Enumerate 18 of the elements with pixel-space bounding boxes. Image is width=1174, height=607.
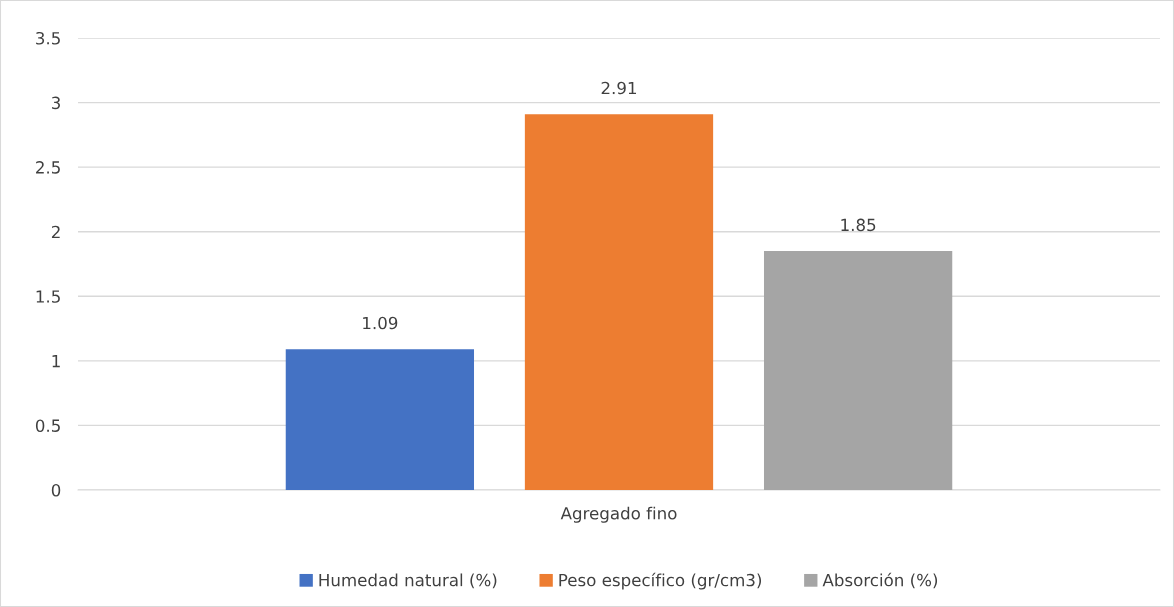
y-tick-label: 3 [52, 96, 60, 110]
y-tick-label: 1 [52, 355, 60, 368]
bar [763, 251, 953, 490]
y-tick-label: 0 [51, 483, 61, 497]
y-tick-label: 0.5 [35, 419, 60, 432]
data-label: 1.09 [363, 316, 398, 330]
x-tick-label: Agregado fino [560, 506, 677, 523]
y-tick-label: 1.5 [36, 290, 60, 303]
bar [524, 114, 714, 490]
y-tick-label: 2.5 [36, 161, 60, 174]
data-label: 1.85 [841, 218, 876, 232]
legend-label: Humedad natural (%) [319, 573, 497, 589]
legend-label: Absorción (%) [822, 572, 938, 589]
legend-label: Peso específico (gr/cm3) [559, 572, 762, 590]
y-tick-label: 2 [51, 225, 60, 239]
data-label: 2.91 [601, 81, 637, 95]
bar [285, 349, 475, 490]
y-tick-label: 3.5 [36, 31, 60, 45]
